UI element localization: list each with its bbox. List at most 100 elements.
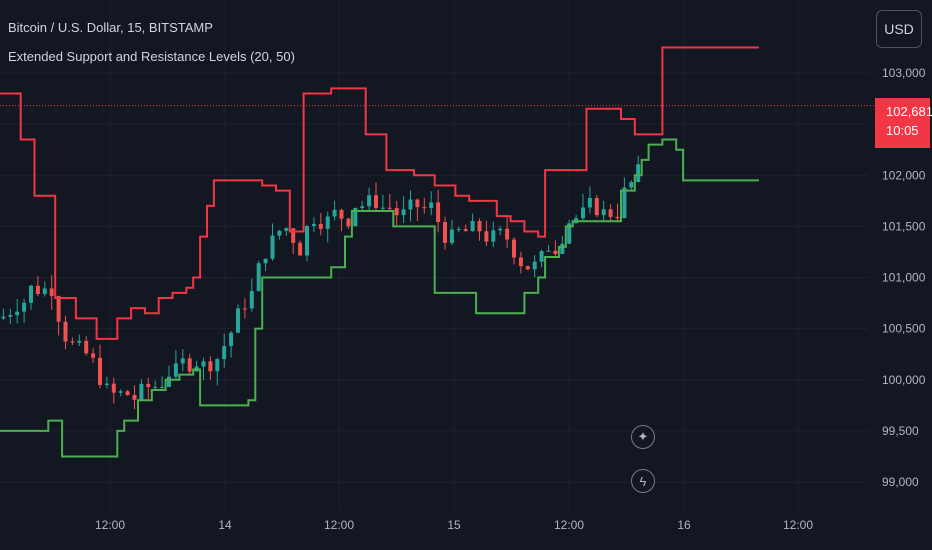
diamond-plus-icon[interactable]: ✦: [631, 425, 655, 449]
candle-body: [84, 340, 89, 354]
candlestick-series: [1, 155, 641, 410]
y-tick-label: 101,500: [882, 219, 926, 233]
candle-body: [505, 228, 510, 240]
candle-body: [436, 202, 441, 223]
candle-body: [456, 229, 461, 231]
candle-body: [629, 182, 634, 188]
candle-body: [91, 353, 96, 358]
candle-body: [374, 195, 378, 208]
candle-body: [277, 230, 282, 236]
candle-body: [408, 199, 413, 210]
candle-body: [560, 243, 565, 254]
candle-body: [518, 257, 523, 267]
candle-body: [532, 261, 537, 270]
bar-countdown: 10:05: [886, 123, 919, 138]
candle-body: [601, 209, 606, 216]
candle-body: [498, 228, 503, 231]
candle-body: [298, 242, 303, 256]
candle-body: [470, 220, 475, 232]
candle-body: [367, 195, 372, 207]
candle-body: [305, 226, 309, 256]
candle-body: [180, 358, 185, 364]
resistance-line: [0, 46, 759, 340]
candle-body: [70, 341, 75, 343]
candle-body: [132, 395, 137, 400]
support-line: [0, 138, 759, 458]
candle-body: [553, 250, 558, 254]
candle-body: [153, 386, 158, 388]
candle-body: [380, 207, 385, 209]
lightning-icon[interactable]: ϟ: [631, 469, 655, 493]
candle-body: [311, 223, 316, 227]
candle-body: [208, 361, 213, 372]
candle-body: [463, 229, 468, 232]
y-tick-label: 103,000: [882, 66, 926, 80]
y-tick-label: 99,500: [882, 424, 919, 438]
time-axis[interactable]: 12:00 14 12:00 15 12:00 16 12:00: [95, 518, 813, 532]
candle-body: [125, 391, 130, 396]
symbol-title[interactable]: Bitcoin / U.S. Dollar, 15, BITSTAMP: [8, 20, 213, 35]
candle-body: [636, 164, 641, 183]
candle-body: [449, 229, 454, 243]
y-tick-label: 100,000: [882, 373, 926, 387]
candle-body: [318, 223, 323, 229]
candle-body: [118, 391, 123, 393]
candle-body: [173, 363, 178, 377]
candle-body: [63, 321, 68, 342]
y-tick-label: 102,000: [882, 168, 926, 182]
x-tick-label: 16: [677, 518, 691, 532]
y-tick-label: 100,500: [882, 322, 926, 336]
candle-body: [35, 285, 40, 295]
candle-body: [394, 207, 399, 216]
candle-body: [111, 383, 116, 393]
candle-body: [360, 206, 365, 208]
candle-body: [325, 216, 330, 229]
candle-body: [353, 207, 358, 227]
candle-body: [387, 207, 392, 209]
candle-body: [401, 209, 406, 216]
candle-body: [332, 209, 337, 217]
candle-body: [546, 250, 551, 252]
y-tick-label: 101,000: [882, 271, 926, 285]
currency-button[interactable]: USD: [876, 10, 922, 48]
candle-body: [22, 302, 27, 312]
candle-body: [215, 359, 220, 372]
candle-body: [622, 187, 627, 219]
candle-body: [567, 223, 572, 244]
candle-body: [608, 209, 613, 217]
candle-body: [291, 228, 296, 243]
candle-body: [146, 383, 151, 388]
last-price-tag: 102,681 10:05: [875, 98, 932, 148]
x-tick-label: 12:00: [324, 518, 354, 532]
candle-body: [229, 332, 234, 347]
indicator-legend[interactable]: Extended Support and Resistance Levels (…: [8, 49, 295, 64]
candle-body: [477, 220, 482, 232]
candle-body: [539, 251, 544, 262]
candle-body: [167, 376, 171, 387]
candle-body: [160, 386, 165, 388]
candle-body: [256, 263, 261, 292]
candle-body: [525, 266, 530, 270]
candle-body: [484, 231, 489, 242]
candle-body: [104, 383, 109, 385]
candle-body: [29, 285, 33, 303]
candle-body: [284, 228, 289, 231]
candle-body: [443, 222, 447, 243]
candle-body: [56, 295, 61, 322]
x-tick-label: 12:00: [95, 518, 125, 532]
last-price-value: 102,681: [886, 104, 932, 119]
y-tick-label: 99,000: [882, 475, 919, 489]
x-tick-label: 14: [218, 518, 232, 532]
candle-body: [77, 340, 82, 343]
candle-body: [429, 202, 434, 209]
x-tick-label: 12:00: [783, 518, 813, 532]
candle-body: [491, 230, 496, 242]
candle-body: [187, 358, 192, 372]
candle-body: [1, 316, 6, 319]
candle-body: [242, 308, 247, 310]
candle-body: [587, 198, 592, 208]
candle-body: [581, 207, 585, 219]
candle-body: [236, 308, 240, 333]
candle-body: [139, 383, 144, 400]
